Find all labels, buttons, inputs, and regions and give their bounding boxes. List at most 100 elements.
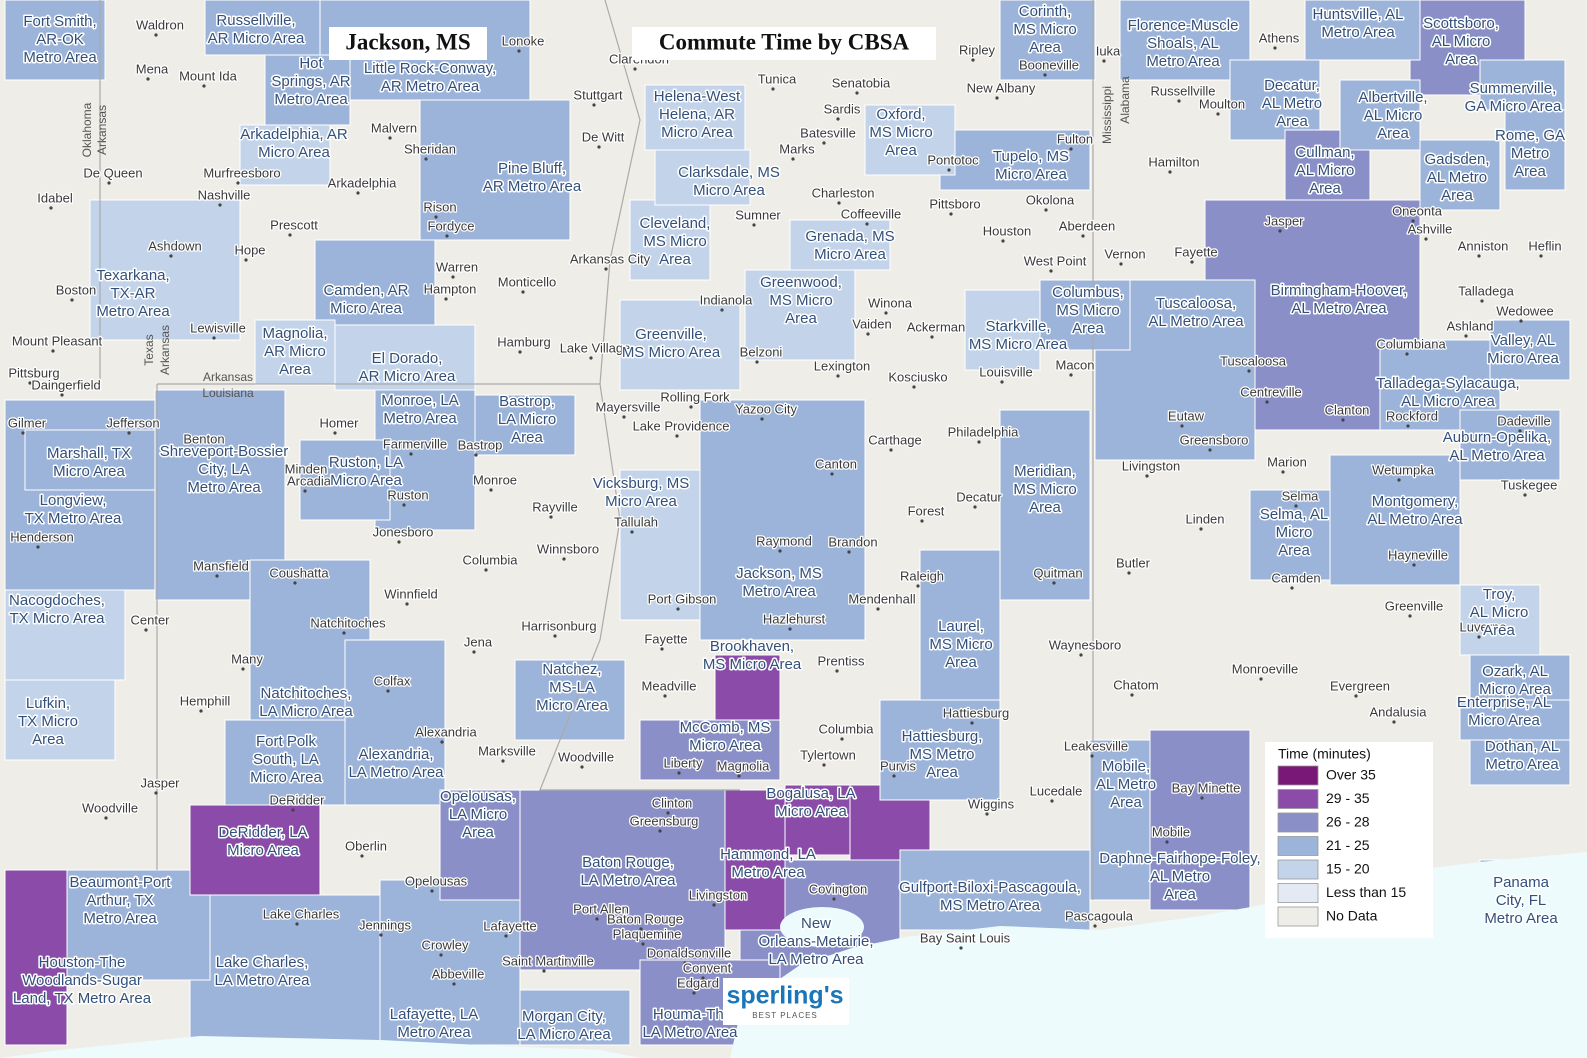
- city-label: Prentiss: [818, 653, 865, 668]
- city-dot: [580, 765, 584, 769]
- city-dot: [293, 581, 297, 585]
- cbsa-label: Daphne-Fairhope-Foley,: [1099, 850, 1260, 867]
- city-label: Pittsburg: [8, 365, 59, 380]
- city-dot: [660, 647, 664, 651]
- cbsa-label: MS Metro Area: [940, 897, 1041, 914]
- city-dot: [676, 607, 680, 611]
- cbsa-label: Russellville,: [216, 12, 295, 29]
- cbsa-label: Marshall, TX: [47, 445, 131, 462]
- city-dot: [333, 431, 337, 435]
- cbsa-region: [299, 439, 391, 521]
- cbsa-label: Opelousas,: [440, 788, 516, 805]
- cbsa-region: [619, 299, 741, 391]
- cbsa-region: [474, 394, 576, 456]
- city-label: Talladega: [1458, 283, 1514, 298]
- city-dot: [1130, 693, 1134, 697]
- city-dot: [553, 634, 557, 638]
- city-dot: [1069, 373, 1073, 377]
- city-dot: [1090, 754, 1094, 758]
- cbsa-region: [699, 399, 866, 641]
- city-dot: [977, 440, 981, 444]
- city-label: Covington: [809, 881, 868, 896]
- cbsa-label: TX Metro Area: [25, 510, 122, 527]
- city-dot: [788, 627, 792, 631]
- city-label: Waynesboro: [1049, 637, 1122, 652]
- city-dot: [288, 233, 292, 237]
- city-label: DeRidder: [270, 792, 326, 807]
- city-label: Ripley: [959, 42, 996, 57]
- cbsa-label: Hattiesburg,: [902, 728, 983, 745]
- city-label: Andalusia: [1369, 704, 1427, 719]
- city-label: Tallulah: [614, 514, 658, 529]
- cbsa-region: [999, 409, 1091, 601]
- city-dot: [1273, 46, 1277, 50]
- cbsa-region: [1419, 139, 1501, 211]
- city-label: Ashville: [1408, 221, 1453, 236]
- city-dot: [892, 774, 896, 778]
- city-dot: [144, 628, 148, 632]
- city-label: Moulton: [1199, 96, 1245, 111]
- cbsa-label: MS Micro: [929, 636, 992, 653]
- city-label: Meadville: [642, 678, 697, 693]
- city-dot: [1523, 493, 1527, 497]
- cbsa-label: LA Micro Area: [259, 703, 353, 720]
- cbsa-label: Cullman,: [1295, 144, 1354, 161]
- city-dot: [127, 431, 131, 435]
- cbsa-region: [4, 589, 126, 681]
- city-dot: [104, 816, 108, 820]
- city-label: Decatur: [956, 489, 1002, 504]
- city-dot: [959, 946, 963, 950]
- city-label: Winona: [868, 295, 913, 310]
- city-label: Kosciusko: [888, 369, 947, 384]
- city-label: Arcadia: [287, 473, 332, 488]
- cbsa-region: [1329, 454, 1461, 586]
- city-label: Port Allen: [573, 901, 629, 916]
- cbsa-label: City, FL: [1496, 892, 1547, 909]
- cbsa-label: Area: [785, 310, 817, 327]
- city-label: Batesville: [800, 125, 856, 140]
- legend-label: Over 35: [1326, 767, 1376, 783]
- cbsa-label: Houston-The: [39, 954, 126, 971]
- city-dot: [1165, 840, 1169, 844]
- city-dot: [1518, 429, 1522, 433]
- city-dot: [1405, 352, 1409, 356]
- city-label: Rockford: [1386, 408, 1438, 423]
- logo-box: [723, 978, 849, 1025]
- cbsa-label: Area: [1110, 794, 1142, 811]
- cbsa-region: [4, 0, 106, 81]
- city-label: Hemphill: [180, 693, 231, 708]
- cbsa-label: Valley, AL: [1491, 332, 1555, 349]
- city-dot: [409, 452, 413, 456]
- cbsa-region: [1149, 729, 1251, 911]
- city-label: Fayette: [1174, 244, 1217, 259]
- city-label: Clinton: [652, 795, 692, 810]
- city-dot: [424, 157, 428, 161]
- city-dot: [1216, 112, 1220, 116]
- city-label: Jena: [464, 634, 493, 649]
- cbsa-label: Longview,: [40, 492, 107, 509]
- cbsa-region: [374, 389, 476, 531]
- city-dot: [549, 515, 553, 519]
- city-label: Abbeville: [432, 966, 485, 981]
- city-dot: [1265, 400, 1269, 404]
- city-dot: [472, 650, 476, 654]
- city-label: Colfax: [374, 673, 411, 688]
- city-dot: [1247, 369, 1251, 373]
- city-label: Farmerville: [383, 436, 447, 451]
- cbsa-region: [189, 804, 321, 896]
- city-label: Wedowee: [1496, 303, 1554, 318]
- cbsa-label: Bastrop,: [499, 393, 555, 410]
- city-label: Russellville: [1150, 83, 1215, 98]
- cbsa-label: Huntsville, AL: [1313, 6, 1404, 23]
- city-dot: [836, 117, 840, 121]
- city-dot: [830, 472, 834, 476]
- city-label: Tuscaloosa: [1220, 353, 1287, 368]
- cbsa-region: [1459, 409, 1561, 481]
- city-label: Monroe: [473, 472, 517, 487]
- cbsa-label: Metro Area: [731, 864, 805, 881]
- city-label: Rolling Fork: [660, 389, 730, 404]
- city-dot: [949, 212, 953, 216]
- city-dot: [451, 275, 455, 279]
- city-dot: [822, 763, 826, 767]
- city-dot: [791, 157, 795, 161]
